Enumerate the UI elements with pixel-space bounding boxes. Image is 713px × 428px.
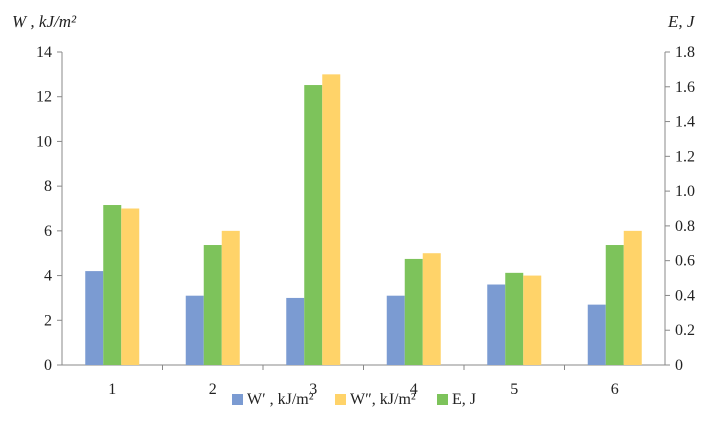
x-ticks: 1 2 3 4 5 6 (108, 365, 619, 398)
bar-series-1-4 (404, 258, 423, 365)
legend-swatch (232, 394, 243, 405)
bar-series-1-3 (304, 85, 323, 366)
bar-series-1-1 (103, 205, 122, 365)
bar-series-1-5 (505, 272, 524, 365)
right-tick-label: 1.4 (675, 114, 695, 131)
right-tick-label: 0.4 (675, 287, 695, 304)
left-tick-label: 8 (44, 178, 52, 195)
left-tick-label: 10 (36, 133, 52, 150)
x-tick-label: 6 (611, 381, 619, 398)
legend: W′ , kJ/m² W″, kJ/m² E, J (232, 391, 476, 408)
bars (85, 74, 642, 366)
left-tick-label: 2 (44, 312, 52, 329)
x-tick-label: 3 (309, 381, 317, 398)
bar-series-1-6 (605, 245, 624, 365)
right-tick-label: 1.8 (675, 44, 695, 61)
bar-series-2-5 (523, 275, 542, 365)
right-y-axis-title: E, J (667, 12, 696, 31)
right-tick-label: 0 (675, 357, 683, 374)
right-tick-label: 0.2 (675, 322, 695, 339)
x-tick-label: 1 (108, 381, 116, 398)
left-tick-label: 14 (36, 44, 52, 61)
right-tick-label: 1.0 (675, 183, 695, 200)
right-y-ticks: 0 0.2 0.4 0.6 0.8 1.0 1.2 1.4 1.6 1.8 (665, 44, 695, 374)
left-tick-label: 0 (44, 357, 52, 374)
bar-series-2-2 (221, 230, 240, 365)
right-tick-label: 0.8 (675, 218, 695, 235)
left-tick-label: 12 (36, 89, 52, 106)
legend-entry: W′ , kJ/m² (247, 391, 314, 408)
bar-series-0-1 (85, 271, 104, 365)
x-tick-label: 5 (510, 381, 518, 398)
bar-series-2-1 (121, 208, 140, 365)
bar-series-0-2 (185, 295, 204, 365)
bar-series-0-3 (286, 297, 305, 365)
legend-swatch (437, 394, 448, 405)
right-tick-label: 0.6 (675, 253, 695, 270)
right-tick-label: 1.6 (675, 79, 695, 96)
bar-series-0-4 (386, 295, 405, 365)
bar-series-0-6 (587, 304, 606, 365)
bar-series-0-5 (487, 284, 506, 365)
legend-entry: W″, kJ/m² (350, 391, 416, 408)
left-tick-label: 4 (44, 268, 52, 285)
left-y-ticks: 0 2 4 6 8 10 12 14 (36, 44, 62, 374)
legend-entry: E, J (452, 391, 476, 408)
left-y-axis-title: W , kJ/m² (12, 12, 77, 31)
left-tick-label: 6 (44, 223, 52, 240)
x-tick-label: 4 (410, 381, 418, 398)
right-tick-label: 1.2 (675, 148, 695, 165)
bar-series-2-6 (623, 230, 642, 365)
legend-swatch (335, 394, 346, 405)
bar-series-1-2 (203, 245, 222, 365)
bar-series-2-3 (322, 74, 341, 365)
bar-series-2-4 (422, 253, 441, 365)
axes (61, 52, 666, 366)
x-tick-label: 2 (209, 381, 217, 398)
